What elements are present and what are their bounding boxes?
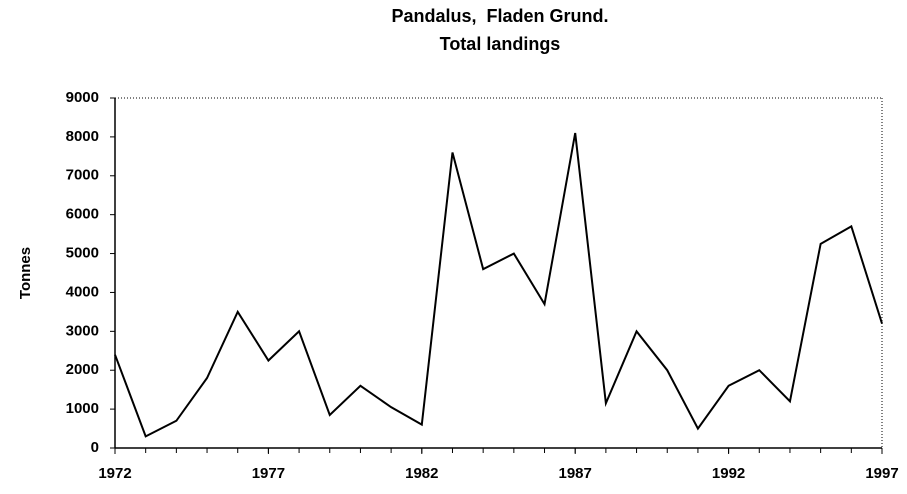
y-tick-label: 3000	[66, 322, 99, 339]
x-tick-label: 1997	[865, 465, 898, 482]
y-tick-label: 4000	[66, 283, 99, 300]
chart-subtitle: Total landings	[440, 34, 561, 54]
x-tick-label: 1992	[712, 465, 745, 482]
x-tick-label: 1982	[405, 465, 438, 482]
y-tick-label: 2000	[66, 361, 99, 378]
y-tick-label: 1000	[66, 400, 99, 417]
y-axis-title: Tonnes	[17, 247, 34, 299]
x-tick-label: 1977	[252, 465, 285, 482]
x-tick-label: 1987	[559, 465, 592, 482]
x-tick-label: 1972	[98, 465, 131, 482]
y-tick-label: 9000	[66, 89, 99, 106]
y-tick-label: 0	[91, 439, 99, 456]
y-tick-label: 7000	[66, 167, 99, 184]
y-tick-label: 5000	[66, 245, 99, 262]
chart-title: Pandalus, Fladen Grund.	[391, 6, 608, 26]
data-line	[114, 132, 883, 438]
y-tick-label: 6000	[66, 206, 99, 223]
y-tick-label: 8000	[66, 128, 99, 145]
